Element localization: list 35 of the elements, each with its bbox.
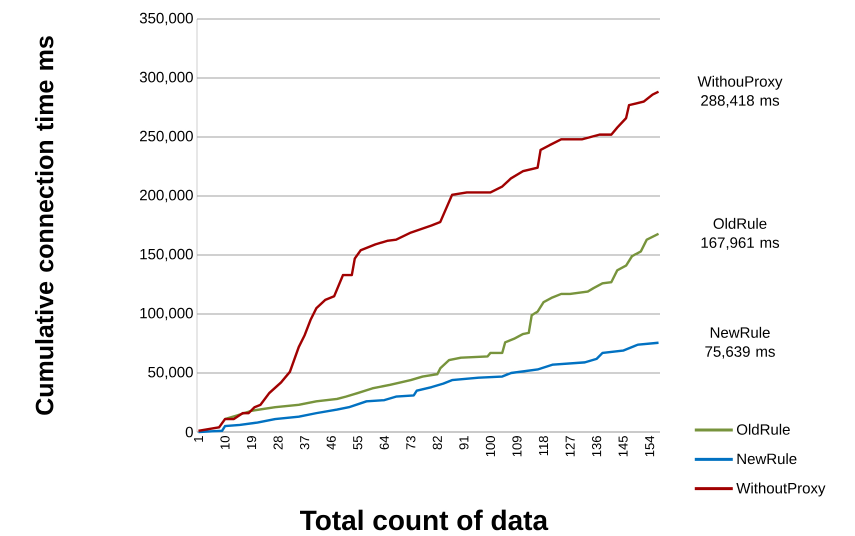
x-tick-label: 73: [406, 436, 416, 450]
legend-label: OldRule: [736, 424, 790, 435]
y-tick-label: 0: [186, 426, 193, 438]
text: NewRule 75,639 ms: [705, 326, 775, 359]
y-tick-label: 300,000: [140, 72, 193, 84]
y-tick-label: 150,000: [140, 248, 193, 262]
y-tick-label: 200,000: [140, 190, 193, 202]
x-tick-label: 55: [353, 436, 362, 450]
x-tick-label: 118: [538, 436, 548, 456]
x-tick-label: 127: [566, 436, 575, 456]
text: WithouProxy 288,418 ms: [698, 76, 782, 108]
y-tick-label: 100,000: [140, 308, 193, 320]
x-tick-label: 100: [486, 436, 496, 456]
x-tick-label: 1: [194, 436, 203, 442]
legend-label: WithoutProxy: [736, 482, 826, 496]
x-axis-title: Total count of data: [300, 510, 548, 530]
x-tick-label: 37: [300, 436, 310, 450]
legend-label: NewRule: [738, 453, 796, 464]
y-axis-title: Cumulative connection time ms: [35, 36, 54, 415]
x-tick-label: 10: [220, 436, 230, 449]
x-tick-label: 19: [246, 436, 256, 449]
line-series: [224, 232, 660, 420]
y-tick-label: 350,000: [140, 12, 193, 26]
x-tick-label: 28: [274, 436, 283, 450]
x-tick-label: 145: [618, 436, 628, 456]
x-tick-label: 109: [512, 436, 522, 456]
x-tick-label: 82: [432, 436, 442, 450]
y-tick-label: 250,000: [140, 130, 193, 144]
x-tick-label: 91: [459, 436, 468, 450]
x-tick-label: 64: [380, 436, 389, 450]
x-tick-label: 46: [326, 436, 336, 450]
y-tick-label: 50,000: [148, 366, 193, 380]
x-tick-label: 136: [592, 436, 602, 456]
text: OldRule 167,961 ms: [702, 218, 780, 250]
x-tick-label: 154: [645, 436, 654, 456]
